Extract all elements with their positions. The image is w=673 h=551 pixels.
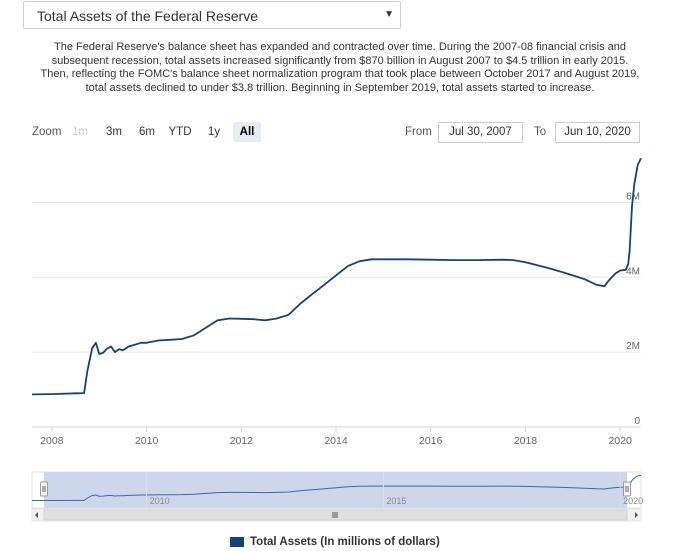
chevron-down-icon: ▼ — [384, 9, 394, 20]
y-tick-label: 0 — [634, 416, 640, 427]
navigator-tick-label: 2020 — [623, 496, 643, 506]
dataset-select-value: Total Assets of the Federal Reserve — [37, 8, 258, 24]
to-label: To — [534, 126, 547, 138]
to-date-input[interactable]: Jun 10, 2020 — [555, 122, 640, 143]
zoom-label: Zoom — [32, 126, 62, 138]
series-line — [31, 157, 642, 396]
scroll-right-arrow-icon[interactable] — [635, 512, 638, 518]
x-tick-label: 2016 — [419, 435, 443, 447]
zoom-1y-button[interactable]: 1y — [207, 126, 221, 138]
x-tick-label: 2014 — [324, 435, 348, 447]
zoom-3m-button[interactable]: 3m — [106, 126, 122, 138]
x-tick-label: 2008 — [40, 435, 64, 447]
zoom-1m-button[interactable]: 1m — [72, 126, 88, 138]
chart-description: The Federal Reserve's balance sheet has … — [40, 41, 640, 94]
scroll-left-arrow-icon[interactable] — [35, 512, 38, 518]
y-tick-label: 2M — [626, 341, 640, 352]
x-tick-label: 2012 — [230, 435, 254, 447]
navigator-left-handle[interactable] — [40, 481, 48, 497]
navigator-tick-label: 2010 — [150, 496, 170, 506]
navigator-right-handle[interactable] — [623, 481, 631, 497]
y-tick-label: 4M — [626, 266, 640, 277]
x-tick-label: 2010 — [135, 435, 159, 447]
zoom-ytd-button[interactable]: YTD — [168, 126, 192, 138]
legend-label: Total Assets (In millions of dollars) — [250, 536, 440, 548]
legend[interactable]: Total Assets (In millions of dollars) — [230, 535, 440, 549]
navigator-series-line — [32, 474, 642, 501]
x-tick-label: 2020 — [608, 435, 632, 447]
legend-swatch — [230, 537, 244, 547]
x-tick-label: 2018 — [514, 435, 538, 447]
navigator-tick-label: 2015 — [386, 496, 406, 506]
zoom-6m-button[interactable]: 6m — [139, 126, 155, 138]
from-label: From — [405, 126, 432, 138]
zoom-all-button[interactable]: All — [233, 122, 261, 142]
navigator-selection[interactable] — [44, 472, 627, 508]
from-date-input[interactable]: Jul 30, 2007 — [438, 122, 523, 143]
dataset-select[interactable]: Total Assets of the Federal Reserve ▼ — [23, 1, 401, 29]
